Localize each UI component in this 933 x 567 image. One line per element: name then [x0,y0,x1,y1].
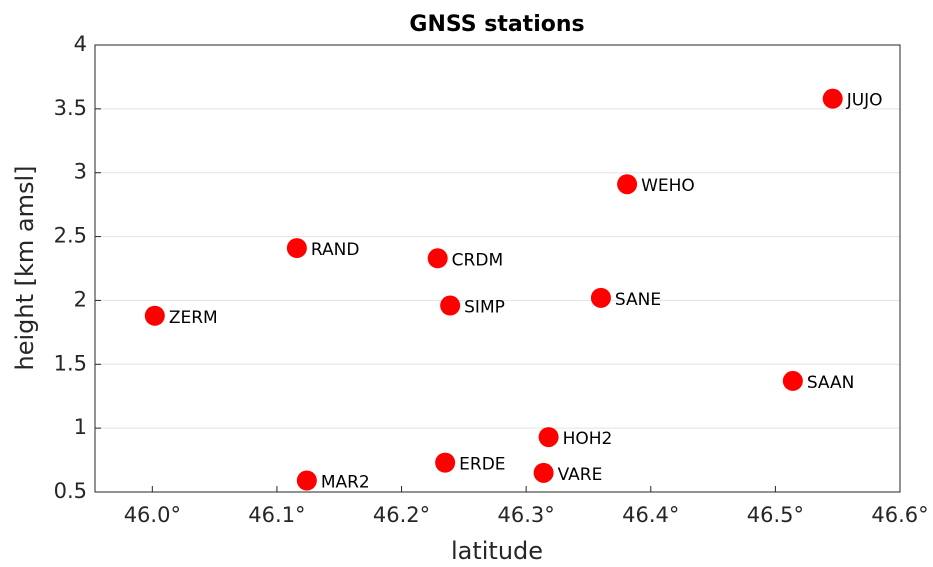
x-tick-label: 46.1° [248,503,305,527]
x-tick-label: 46.4° [622,503,679,527]
x-tick-label: 46.5° [747,503,804,527]
y-axis-label: height [km amsl] [11,165,39,370]
point [782,370,803,391]
point [427,248,448,269]
chart-title: GNSS stations [409,12,584,37]
point [590,287,611,308]
point [822,88,843,109]
x-axis-label: latitude [451,537,543,565]
point-label: MAR2 [321,473,370,493]
point-label: SIMP [464,298,505,318]
point-label: ZERM [169,308,218,328]
point-label: CRDM [452,250,503,270]
point-label: JUJO [846,91,883,111]
y-tick-label: 3 [74,160,87,184]
x-tick-label: 46.2° [373,503,430,527]
point [538,427,559,448]
point-label: SAAN [807,373,855,393]
y-tick-label: 3.5 [54,96,87,120]
point [144,305,165,326]
point [296,470,317,491]
plot-area [95,45,900,492]
y-tick-label: 1 [74,415,87,439]
point-label: HOH2 [563,429,613,449]
point [286,238,307,259]
point [533,462,554,483]
x-tick-label: 46.6° [871,503,928,527]
y-tick-label: 2 [74,287,87,311]
point-label: ERDE [459,455,505,475]
plot-frame [94,44,901,493]
point-label: VARE [558,465,603,485]
x-tick-label: 46.0° [124,503,181,527]
y-tick-label: 2.5 [54,224,87,248]
point [617,174,638,195]
y-tick-label: 1.5 [54,351,87,375]
x-tick-label: 46.3° [498,503,555,527]
point-label: WEHO [641,176,695,196]
point [435,452,456,473]
y-tick-label: 4 [74,32,87,56]
y-tick-label: 0.5 [54,479,87,503]
point-label: RAND [311,240,360,260]
point-label: SANE [615,290,661,310]
point [440,295,461,316]
